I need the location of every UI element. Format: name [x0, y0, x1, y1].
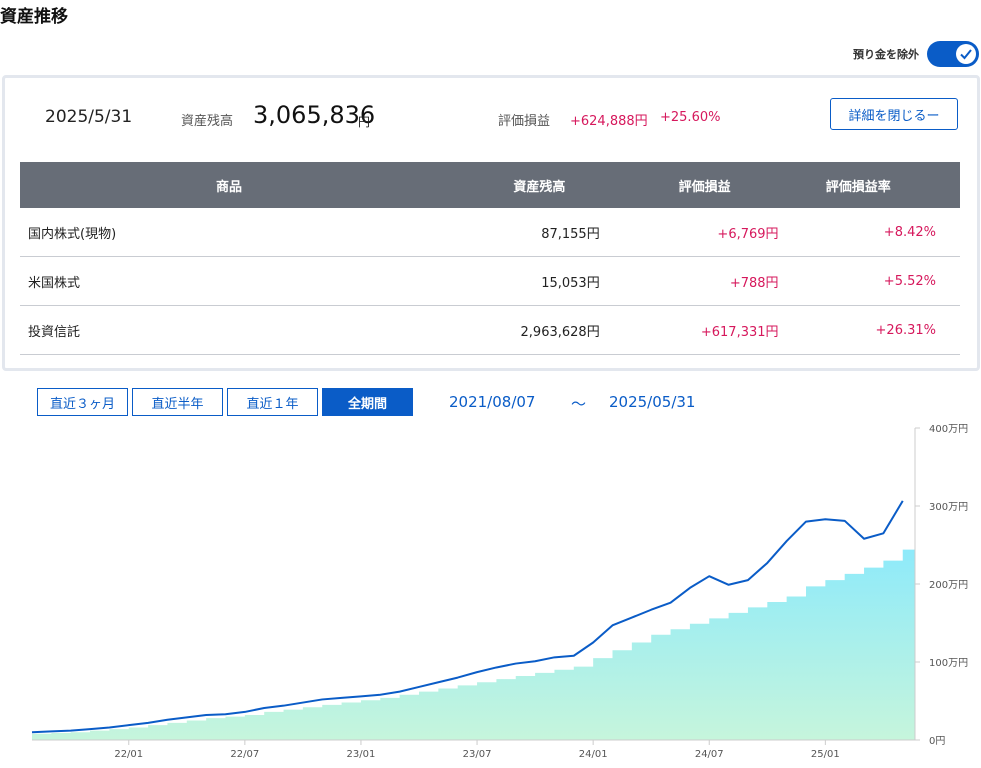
balance-value: 3,065,836 — [253, 101, 376, 129]
balance-label: 資産残高 — [181, 114, 234, 129]
close-details-button[interactable]: 詳細を閉じるー — [830, 98, 958, 130]
cell-pl: +788円 — [600, 256, 780, 306]
pl-label: 評価損益 — [498, 114, 551, 129]
summary-date: 2025/5/31 — [45, 107, 133, 127]
period-all-button[interactable]: 全期間 — [322, 388, 413, 416]
period-3m-button[interactable]: 直近３ヶ月 — [37, 388, 128, 416]
y-tick-label: 400万円 — [929, 424, 968, 435]
exclude-deposit-toggle[interactable] — [927, 41, 979, 67]
table-row: 投資信託 2,963,628円 +617,331円 +26.31% — [20, 305, 960, 355]
range-end: 2025/05/31 — [609, 393, 696, 411]
cell-balance: 87,155円 — [439, 208, 601, 257]
cell-pl: +6,769円 — [600, 208, 780, 257]
cell-pl-rate: +26.31% — [779, 305, 960, 355]
exclude-deposit-toggle-group: 預り金を除外 — [853, 41, 979, 67]
pl-percent: +25.60% — [660, 110, 721, 125]
cell-balance: 15,053円 — [439, 256, 601, 306]
header-product: 商品 — [20, 162, 440, 208]
range-separator: ～ — [571, 395, 587, 413]
table-row: 米国株式 15,053円 +788円 +5.52% — [20, 256, 960, 306]
y-tick-label: 0円 — [929, 736, 945, 747]
pl-value: +624,888円 — [570, 114, 648, 129]
y-tick-label: 200万円 — [929, 580, 968, 591]
cell-balance: 2,963,628円 — [439, 305, 601, 355]
y-tick-label: 300万円 — [929, 502, 968, 513]
x-tick-label: 22/01 — [114, 749, 143, 760]
table-row: 国内株式(現物) 87,155円 +6,769円 +8.42% — [20, 208, 960, 257]
cell-product: 米国株式 — [20, 256, 440, 306]
toggle-label: 預り金を除外 — [853, 48, 919, 61]
header-pl: 評価損益 — [600, 162, 780, 208]
holdings-table: 商品 資産残高 評価損益 評価損益率 国内株式(現物) 87,155円 +6,7… — [20, 162, 960, 355]
period-6m-button[interactable]: 直近半年 — [132, 388, 223, 416]
balance-unit: 円 — [358, 115, 371, 129]
range-start: 2021/08/07 — [449, 393, 536, 411]
header-pl-rate: 評価損益率 — [779, 162, 960, 208]
cell-pl: +617,331円 — [600, 305, 780, 355]
cell-product: 投資信託 — [20, 305, 440, 355]
y-tick-label: 100万円 — [929, 658, 968, 669]
asset-chart: 0円 100万円 200万円 300万円 400万円 22/01 22/07 23/01 23/… — [31, 424, 968, 760]
page-title: 資産推移 — [0, 7, 68, 27]
check-icon — [956, 44, 976, 64]
x-tick-label: 24/07 — [695, 749, 724, 760]
x-tick-label: 25/01 — [811, 749, 840, 760]
summary-panel: 2025/5/31 資産残高 3,065,836 円 評価損益 +624,888… — [2, 75, 980, 371]
period-1y-button[interactable]: 直近１年 — [227, 388, 318, 416]
summary-row: 2025/5/31 資産残高 3,065,836 円 評価損益 +624,888… — [5, 78, 977, 160]
total-asset-line — [31, 500, 904, 734]
cell-pl-rate: +8.42% — [779, 208, 960, 257]
principal-area — [32, 549, 915, 740]
header-balance: 資産残高 — [439, 162, 601, 208]
x-tick-label: 23/07 — [463, 749, 492, 760]
x-tick-label: 22/07 — [230, 749, 259, 760]
x-tick-label: 24/01 — [579, 749, 608, 760]
x-tick-label: 23/01 — [347, 749, 376, 760]
cell-product: 国内株式(現物) — [20, 208, 440, 257]
table-header-row: 商品 資産残高 評価損益 評価損益率 — [20, 162, 960, 208]
cell-pl-rate: +5.52% — [779, 256, 960, 306]
